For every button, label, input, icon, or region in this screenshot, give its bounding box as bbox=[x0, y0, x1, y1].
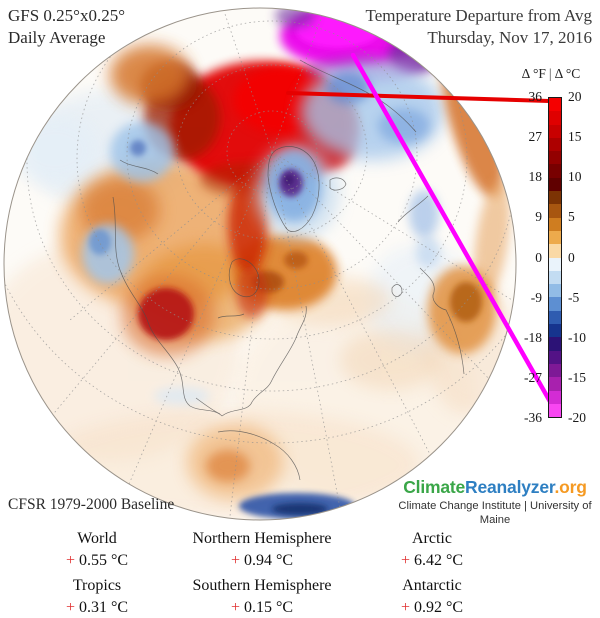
stat-value: +0.31 °C bbox=[65, 599, 129, 616]
map-title: Temperature Departure from Avg bbox=[365, 6, 592, 25]
stat-world: World +0.55 °C bbox=[17, 529, 177, 571]
stat-sign: + bbox=[230, 599, 240, 616]
colorbar-title-f: Δ °F bbox=[521, 66, 546, 81]
warm-anomaly-callout-line bbox=[286, 91, 551, 103]
logo-org: .org bbox=[554, 477, 587, 497]
climate-reanalyzer-logo[interactable]: ClimateReanalyzer.org bbox=[392, 478, 598, 497]
colorbar-tick: -36 bbox=[524, 410, 542, 425]
colorbar-tick: 20 bbox=[568, 89, 582, 104]
map-title-block: Temperature Departure from Avg Thursday,… bbox=[366, 5, 592, 49]
logo-climate: Climate bbox=[403, 477, 466, 497]
stat-label: World bbox=[77, 530, 117, 547]
colorbar-tick: -9 bbox=[530, 289, 542, 305]
colorbar-tick: -27 bbox=[524, 369, 542, 385]
stat-tropics: Tropics +0.31 °C bbox=[17, 576, 177, 618]
affiliation-label: Climate Change Institute | University of… bbox=[398, 500, 592, 526]
branding-block: ClimateReanalyzer.org Climate Change Ins… bbox=[392, 478, 598, 527]
stat-value: +0.92 °C bbox=[400, 599, 464, 616]
colorbar-tick: -15 bbox=[568, 369, 586, 385]
model-averaging: Daily Average bbox=[8, 28, 106, 47]
colorbar-tick: 9 bbox=[535, 209, 542, 225]
colorbar-title-separator: | bbox=[548, 66, 552, 81]
colorbar bbox=[548, 97, 562, 418]
stat-label: Tropics bbox=[72, 577, 122, 594]
globe-limb bbox=[3, 7, 517, 521]
colorbar-celsius-ticks: 20 15 10 5 0 -5 -10 -15 -20 bbox=[568, 89, 600, 425]
colorbar-tick: 15 bbox=[568, 129, 582, 145]
stat-value: +0.15 °C bbox=[230, 599, 294, 616]
colorbar-title: Δ °F | Δ °C bbox=[505, 66, 597, 82]
graticule bbox=[4, 8, 516, 517]
stat-sign: + bbox=[65, 599, 75, 616]
colorbar-tick: -10 bbox=[568, 329, 586, 345]
colorbar-tick: 0 bbox=[568, 249, 575, 265]
model-header: GFS 0.25°x0.25° Daily Average bbox=[8, 5, 125, 49]
stat-sign: + bbox=[65, 552, 75, 569]
coastlines bbox=[112, 59, 465, 481]
colorbar-tick: 10 bbox=[568, 169, 582, 185]
cold-anomaly-callout-line bbox=[350, 52, 559, 415]
stat-value: +0.94 °C bbox=[230, 552, 294, 569]
stat-southern-hemisphere: Southern Hemisphere +0.15 °C bbox=[172, 576, 352, 618]
colorbar-tick: 36 bbox=[528, 89, 543, 104]
stat-value: +6.42 °C bbox=[400, 552, 464, 569]
stat-label: Antarctic bbox=[402, 577, 462, 594]
stat-antarctic: Antarctic +0.92 °C bbox=[352, 576, 512, 618]
stat-value: +0.55 °C bbox=[65, 552, 129, 569]
stat-label: Northern Hemisphere bbox=[192, 530, 332, 547]
colorbar-tick: 18 bbox=[528, 169, 543, 185]
colorbar-tick: -20 bbox=[568, 410, 586, 425]
colorbar-tick: -5 bbox=[568, 289, 580, 305]
stat-sign: + bbox=[230, 552, 240, 569]
colorbar-tick: -18 bbox=[524, 329, 542, 345]
stat-sign: + bbox=[400, 552, 410, 569]
colorbar-tick: 27 bbox=[528, 129, 543, 145]
colorbar-tick: 0 bbox=[535, 249, 542, 265]
stat-label: Arctic bbox=[412, 530, 452, 547]
logo-reanalyzer: Reanalyzer bbox=[465, 477, 555, 497]
model-name: GFS 0.25°x0.25° bbox=[8, 6, 126, 25]
stat-label: Southern Hemisphere bbox=[192, 577, 332, 594]
colorbar-fahrenheit-ticks: 36 27 18 9 0 -9 -18 -27 -36 bbox=[508, 89, 543, 425]
stat-arctic: Arctic +6.42 °C bbox=[352, 529, 512, 571]
map-date: Thursday, Nov 17, 2016 bbox=[427, 28, 592, 47]
stat-sign: + bbox=[400, 599, 410, 616]
baseline-label: CFSR 1979-2000 Baseline bbox=[8, 496, 175, 513]
colorbar-title-c: Δ °C bbox=[554, 66, 581, 81]
stat-northern-hemisphere: Northern Hemisphere +0.94 °C bbox=[172, 529, 352, 571]
colorbar-tick: 5 bbox=[568, 209, 575, 225]
